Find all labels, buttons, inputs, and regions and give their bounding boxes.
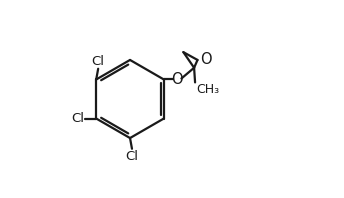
Text: Cl: Cl xyxy=(126,150,139,163)
Text: O: O xyxy=(171,72,182,87)
Text: Cl: Cl xyxy=(71,112,84,125)
Text: Cl: Cl xyxy=(92,55,105,68)
Text: O: O xyxy=(200,52,212,68)
Text: CH₃: CH₃ xyxy=(196,83,219,96)
